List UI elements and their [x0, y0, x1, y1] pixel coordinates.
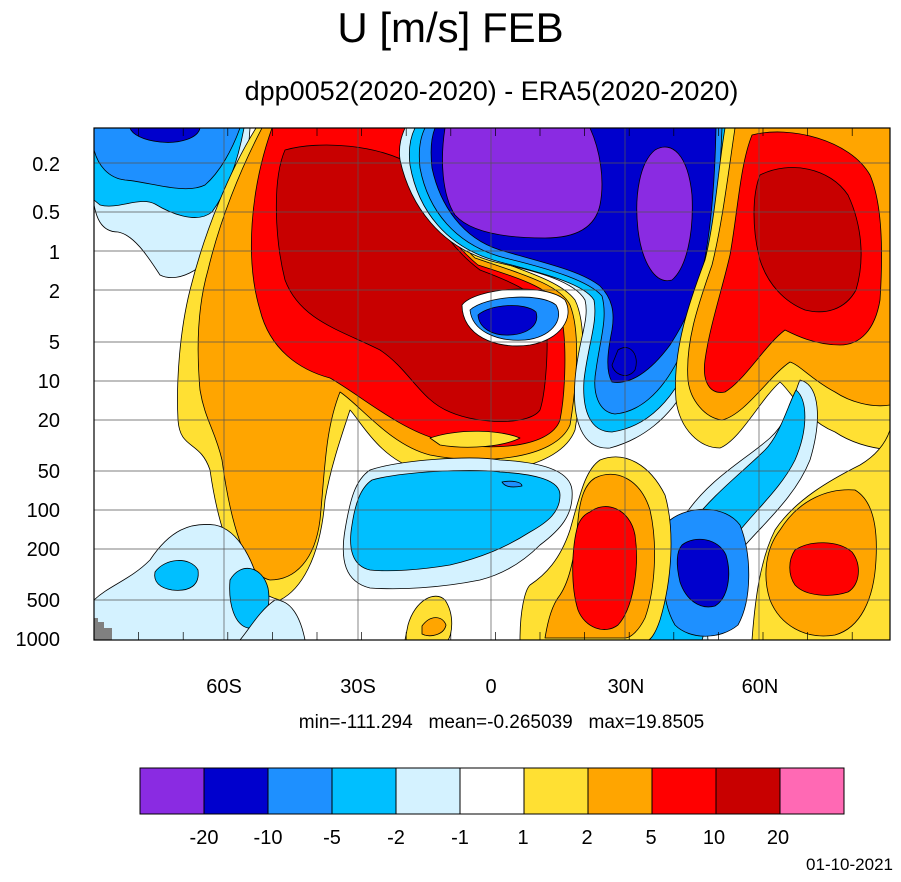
y-tick-label: 5: [48, 332, 60, 354]
y-tick-label: 20: [37, 410, 60, 432]
colorbar-label: 2: [581, 827, 593, 849]
x-tick-label: 30S: [340, 676, 376, 698]
colorbar-label: 1: [517, 827, 529, 849]
x-tick-label: 60N: [741, 676, 779, 698]
contour-region: [636, 146, 693, 282]
contour-region: [350, 470, 561, 572]
contour-region: [421, 617, 447, 637]
contour-region: [429, 430, 521, 448]
y-tick-label: 0.2: [32, 154, 60, 176]
missing-data: [94, 618, 112, 640]
colorbar-box: [715, 767, 781, 815]
colorbar-label: -5: [323, 827, 341, 849]
contour-region: [753, 167, 862, 313]
x-tick-label: 30N: [607, 676, 645, 698]
colorbar-label: 5: [645, 827, 657, 849]
contour-region: [501, 480, 523, 488]
y-tick-label: 0.5: [32, 202, 60, 224]
y-tick-label: 1: [48, 242, 60, 264]
colorbar-box: [267, 767, 333, 815]
y-tick-label: 200: [26, 539, 60, 561]
contour-region: [442, 128, 603, 239]
colorbar-label: 10: [702, 827, 726, 849]
colorbar: [139, 767, 845, 815]
plot-title: U [m/s] FEB: [337, 4, 564, 51]
y-tick-label: 100: [26, 500, 60, 522]
y-tick-label: 10: [37, 371, 60, 393]
contour-region: [572, 506, 637, 630]
colorbar-box: [203, 767, 269, 815]
colorbar-label: 20: [766, 827, 790, 849]
contour-region: [477, 305, 538, 336]
y-tick-label: 2: [48, 281, 60, 303]
colorbar-label: -1: [451, 827, 469, 849]
colorbar-box: [651, 767, 717, 815]
colorbar-box: [139, 767, 205, 815]
contour-region: [611, 347, 637, 376]
y-tick-label: 500: [26, 590, 60, 612]
colorbar-box: [459, 767, 525, 815]
contour-region: [676, 538, 730, 608]
stats-text: min=-111.294 mean=-0.265039 max=19.8505: [298, 712, 705, 733]
contour-region: [129, 128, 201, 143]
colorbar-box: [523, 767, 589, 815]
colorbar-box: [395, 767, 461, 815]
colorbar-box: [779, 767, 845, 815]
grid-lines: [94, 128, 890, 640]
colorbar-label: -2: [387, 827, 405, 849]
plot-frame: [93, 127, 891, 641]
colorbar-box: [331, 767, 397, 815]
y-tick-label: 1000: [15, 629, 61, 651]
contour-region: [94, 128, 241, 190]
date-stamp: 01-10-2021: [806, 855, 893, 874]
colorbar-box: [587, 767, 653, 815]
colorbar-label: -10: [253, 827, 283, 849]
contour-region: [154, 560, 199, 591]
y-tick-label: 50: [37, 461, 60, 483]
x-tick-label: 0: [485, 676, 497, 698]
contour-region: [239, 599, 306, 640]
contour-region: [789, 542, 859, 596]
colorbar-label: -20: [189, 827, 219, 849]
x-tick-label: 60S: [206, 676, 242, 698]
plot-subtitle: dpp0052(2020-2020) - ERA5(2020-2020): [244, 76, 739, 106]
